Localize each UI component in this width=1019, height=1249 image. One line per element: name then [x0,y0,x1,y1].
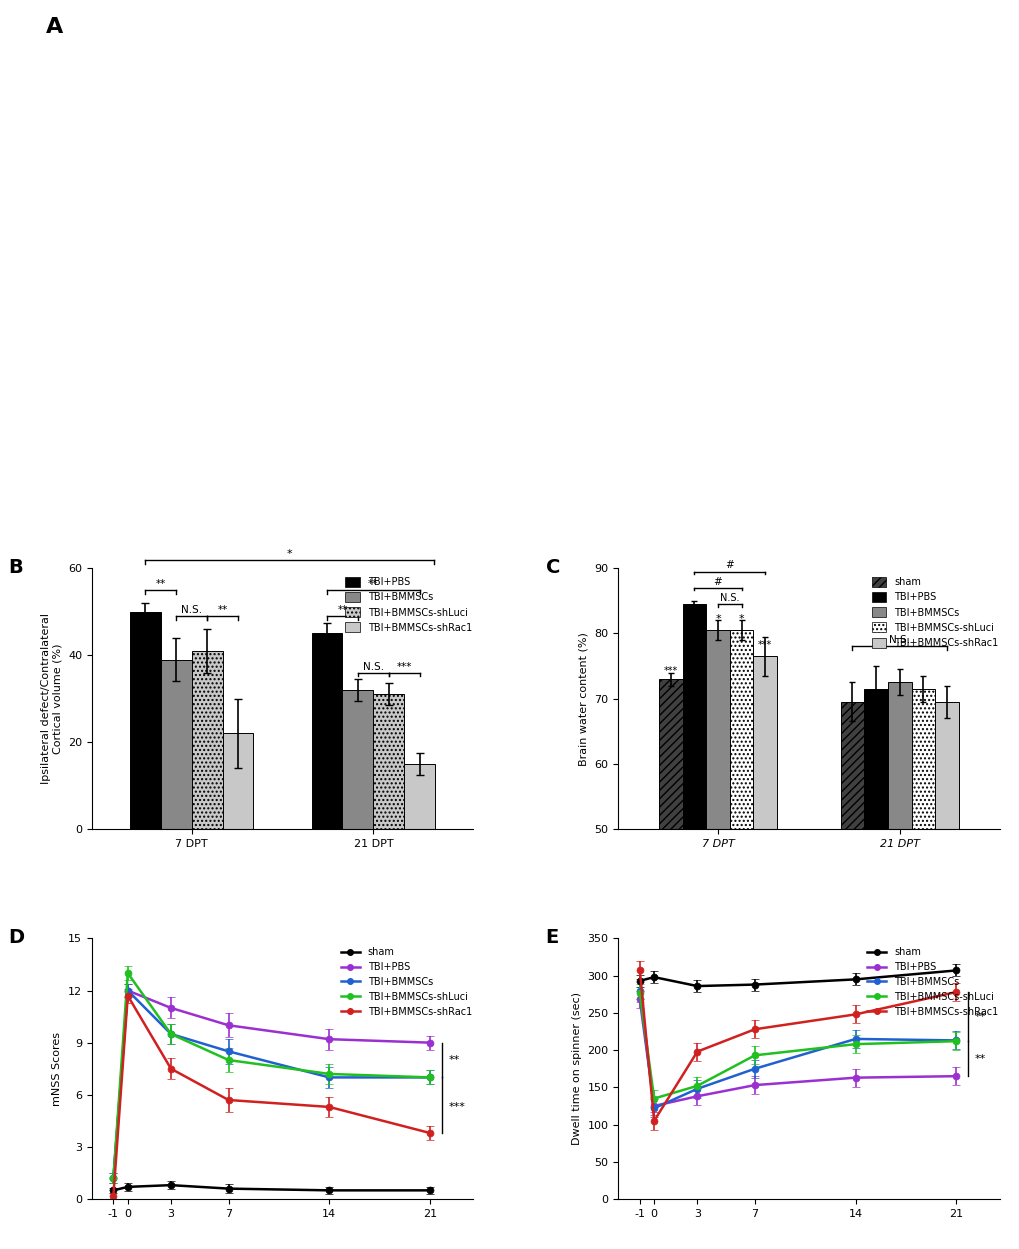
Text: #: # [725,561,734,571]
Text: N.S.: N.S. [719,593,739,603]
Text: **: ** [448,1055,460,1065]
Bar [911,689,934,829]
Bar [705,631,730,829]
Legend: sham, TBI+PBS, TBI+BMMSCs, TBI+BMMSCs-shLuci, TBI+BMMSCs-shRac1: sham, TBI+PBS, TBI+BMMSCs, TBI+BMMSCs-sh… [862,943,1002,1020]
Text: **: ** [337,606,347,616]
Bar [373,694,404,829]
Bar [753,656,776,829]
Text: D: D [8,928,24,947]
Text: ***: *** [448,1102,466,1112]
Y-axis label: Ipsilateral defect/Contralateral
Cortical volume (%): Ipsilateral defect/Contralateral Cortica… [41,613,62,784]
Text: **: ** [974,1012,985,1022]
Text: N.S.: N.S. [181,606,202,616]
Legend: sham, TBI+PBS, TBI+BMMSCs, TBI+BMMSCs-shLuci, TBI+BMMSCs-shRac1: sham, TBI+PBS, TBI+BMMSCs, TBI+BMMSCs-sh… [336,943,476,1020]
Text: E: E [545,928,558,947]
Y-axis label: mNSS Scores: mNSS Scores [52,1032,62,1105]
Bar [311,633,342,829]
Text: *: * [738,613,744,623]
Bar [404,764,435,829]
Bar [863,689,887,829]
Text: **: ** [368,580,378,590]
Text: A: A [46,17,63,37]
Bar [934,702,958,829]
Text: N.S.: N.S. [889,636,909,646]
Text: B: B [8,558,22,577]
Bar [658,679,682,829]
Y-axis label: Dwell time on spinner (sec): Dwell time on spinner (sec) [572,992,581,1145]
Bar [192,651,222,829]
Text: ***: *** [396,662,412,672]
Legend: sham, TBI+PBS, TBI+BMMSCs, TBI+BMMSCs-shLuci, TBI+BMMSCs-shRac1: sham, TBI+PBS, TBI+BMMSCs, TBI+BMMSCs-sh… [867,573,1002,652]
Bar [840,702,863,829]
Bar [342,689,373,829]
Text: **: ** [217,606,227,616]
Text: C: C [545,558,559,577]
Bar [730,631,753,829]
Text: ***: *** [663,666,678,676]
Bar [129,612,161,829]
Text: *: * [286,548,292,558]
Bar [222,733,253,829]
Bar [887,682,911,829]
Text: **: ** [974,1054,985,1064]
Legend: TBI+PBS, TBI+BMMSCs, TBI+BMMSCs-shLuci, TBI+BMMSCs-shRac1: TBI+PBS, TBI+BMMSCs, TBI+BMMSCs-shLuci, … [341,573,476,637]
Text: **: ** [156,580,166,590]
Text: *: * [714,613,720,623]
Bar [682,605,705,829]
Text: N.S.: N.S. [363,662,383,672]
Text: #: # [713,577,721,587]
Y-axis label: Brain water content (%): Brain water content (%) [578,632,588,766]
Text: ***: *** [757,639,771,649]
Bar [161,659,192,829]
